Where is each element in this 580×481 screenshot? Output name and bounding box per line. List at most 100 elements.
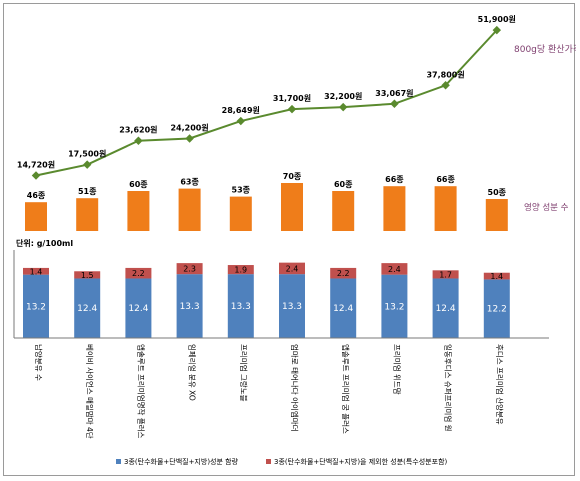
- stack-bar-lower: [483, 279, 510, 338]
- stack-upper-label: 2.2: [132, 269, 145, 278]
- nutrient-bar: [485, 199, 508, 231]
- chart: 14,720원 17,500원 23,620원 24,200원 28,649원 31,70…: [13, 14, 580, 466]
- stack-bar-upper: [23, 267, 49, 275]
- price-label: 28,649원: [222, 105, 260, 115]
- price-line: [35, 29, 498, 177]
- legend-swatch-series-1: [116, 459, 121, 464]
- nutrient-bar: [25, 202, 47, 231]
- nutrient-label: 53종: [232, 186, 251, 195]
- chart-frame: 14,720원 17,500원 23,620원 24,200원 28,649원 31,70…: [3, 3, 580, 476]
- stack-upper-label: 1.5: [81, 271, 94, 280]
- stack-bar-lower: [74, 278, 101, 338]
- category-label: 일동후디스 슈퍼프리미엄 원: [444, 344, 453, 432]
- category-label: 엄마로 태어나다 아이엠마더: [290, 344, 300, 432]
- price-series-label: 800g당 환산가격: [514, 43, 576, 55]
- category-label: 베이비 사이언스 매일맘마 4단: [85, 344, 95, 439]
- price-label: 14,720원: [17, 160, 55, 170]
- price-label: 37,800원: [426, 69, 464, 79]
- stack-lower-label: 12.4: [333, 304, 353, 314]
- category-label: 프리미엄 위드맘: [392, 344, 402, 395]
- nutrient-label: 51종: [78, 187, 97, 196]
- nutrient-label: 50종: [488, 188, 507, 197]
- stack-lower-label: 13.3: [180, 302, 200, 312]
- price-label: 51,900원: [478, 14, 516, 24]
- category-label: 프리미엄 그랑노블: [239, 344, 248, 402]
- stack-lower-label: 13.2: [26, 302, 46, 312]
- nutrient-label: 66종: [436, 175, 455, 184]
- stack-bar-lower: [432, 278, 459, 338]
- price-point: [390, 99, 399, 109]
- stack-upper-label: 2.4: [388, 265, 401, 274]
- stack-upper-label: 2.2: [337, 269, 350, 278]
- stack-bar-lower: [227, 274, 254, 338]
- price-point: [287, 104, 297, 114]
- stack-bar-lower: [330, 278, 357, 338]
- price-line-layer: 14,720원 17,500원 23,620원 24,200원 28,649원 31,70…: [17, 14, 516, 180]
- nutrient-label: 63종: [180, 178, 199, 187]
- stack-bar-upper: [432, 270, 459, 279]
- nutrient-bar: [383, 186, 406, 231]
- legend-label-series-1: 3종(탄수화물+단백질+지방)성분 함량: [124, 457, 239, 466]
- nutrient-label: 60종: [129, 180, 148, 189]
- category-label: 앱솔루트 프리미엄명작 플러스: [136, 344, 146, 439]
- nutrient-label: 70종: [283, 172, 302, 181]
- nutrient-series-label: 영양 성분 수: [524, 202, 569, 213]
- category-label: 앱솔루트 프리미엄 궁 플러스: [341, 344, 350, 434]
- stack-bar-upper: [483, 272, 510, 280]
- nutrient-bar-layer: 46종 51종 60종 63종 53종 70종 60종 66종 66종 50종: [25, 172, 508, 231]
- price-label: 17,500원: [68, 149, 106, 159]
- price-point: [31, 171, 41, 180]
- stack-lower-label: 13.2: [384, 302, 404, 312]
- stack-bar-upper: [125, 267, 152, 279]
- stack-upper-label: 1.9: [234, 266, 247, 275]
- stack-bar-lower: [381, 274, 408, 338]
- price-point: [441, 81, 450, 90]
- stack-bar-lower: [279, 274, 305, 338]
- nutrient-label: 46종: [27, 191, 46, 200]
- price-point: [82, 160, 92, 169]
- category-label: 임페리얼 분유 XO: [188, 344, 198, 401]
- price-label: 24,200원: [170, 122, 208, 132]
- stack-upper-label: 1.7: [439, 270, 452, 279]
- stack-bar-upper: [227, 265, 254, 275]
- price-label: 31,700원: [273, 93, 311, 103]
- category-label: 남양분유 수: [34, 344, 43, 381]
- stack-bar-upper: [381, 263, 408, 275]
- price-point: [185, 134, 194, 143]
- stack-lower-label: 12.4: [436, 304, 456, 314]
- stack-lower-label: 13.3: [282, 302, 302, 312]
- unit-label: 단위: g/100ml: [16, 238, 73, 248]
- nutrient-bar: [76, 198, 99, 231]
- price-label: 32,200원: [324, 91, 362, 101]
- nutrient-bar: [332, 191, 355, 231]
- stack-bar-upper: [176, 263, 203, 275]
- nutrient-label: 66종: [385, 175, 404, 184]
- category-label: 후디스 프리미엄 산양분유: [495, 344, 505, 425]
- stack-lower-label: 12.2: [487, 305, 507, 315]
- legend: 3종(탄수화물+단백질+지방)성분 함량 3종(탄수화물+단백질+지방)을 제외…: [116, 457, 448, 466]
- stack-bar-upper: [279, 262, 305, 275]
- stack-bar-lower: [125, 278, 152, 338]
- nutrient-bar: [229, 196, 252, 231]
- legend-swatch-series-2: [266, 459, 271, 464]
- stack-upper-label: 2.4: [286, 264, 299, 273]
- stack-lower-label: 13.3: [231, 302, 251, 312]
- price-point: [134, 136, 143, 145]
- stack-upper-label: 1.4: [490, 272, 503, 281]
- nutrient-bar: [127, 191, 150, 231]
- stacked-bar-layer: 13.2 1.4 12.4 1.5 12.4 2.2 13.3 2.3 13.3 1.9 13.3 2…: [23, 262, 510, 338]
- price-point: [236, 116, 246, 126]
- stack-bar-upper: [330, 267, 357, 279]
- stack-lower-label: 12.4: [77, 304, 97, 314]
- stack-bar-lower: [176, 274, 203, 338]
- price-point: [492, 25, 502, 35]
- stack-bar-upper: [74, 271, 101, 279]
- nutrient-bar: [281, 183, 303, 231]
- nutrient-bar: [178, 188, 201, 231]
- nutrient-label: 60종: [334, 180, 353, 189]
- price-point: [338, 102, 348, 112]
- stack-upper-label: 2.3: [183, 265, 196, 274]
- price-label: 33,067원: [375, 88, 413, 98]
- price-label: 23,620원: [119, 125, 157, 135]
- legend-label-series-2: 3종(탄수화물+단백질+지방)을 제외한 성분(특수성분포함): [274, 457, 448, 466]
